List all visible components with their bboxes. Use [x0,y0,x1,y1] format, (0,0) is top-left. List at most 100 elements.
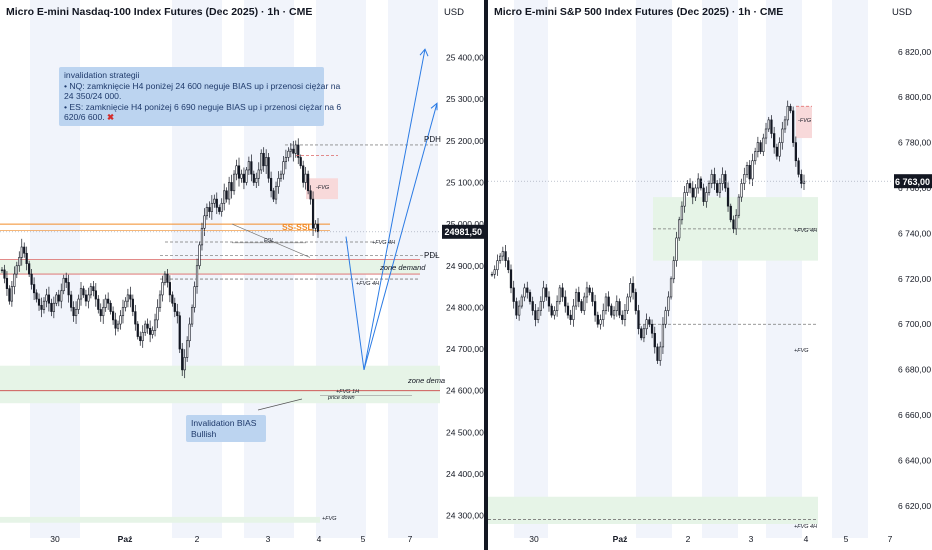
candle-body [566,305,570,316]
x-axis-tick: Paź [118,534,133,544]
candle-body [691,187,694,198]
candle-body [721,174,724,184]
pdh-label: PDH [424,135,441,144]
candle-body [47,294,51,304]
candle-body [732,219,735,230]
candle-body [751,160,754,180]
candle-body [309,190,312,200]
candle-body [561,287,564,298]
x-axis-tick: 2 [195,534,200,544]
candle-body [292,148,295,154]
candle-body [656,346,659,361]
zone-demand-label: zone demand [379,263,426,272]
y-axis-tick: 25 100,00 [446,177,484,187]
candle-body [245,169,248,183]
candle-body [20,246,23,258]
y-axis-tick: 24 900,00 [446,261,484,271]
y-axis-tick: 25 200,00 [446,136,484,146]
candle-body [60,290,63,302]
arrow-head [419,48,429,57]
candle-body [269,177,273,192]
y-axis-tick: 25 000,00 [446,219,484,229]
candle-body [515,301,518,316]
candle-body [218,207,221,212]
pane-divider[interactable] [484,0,488,550]
note-line-4: 620/6 600. [64,112,105,122]
candle-body [509,269,513,289]
candle-body [102,307,105,317]
candle-body [523,287,526,298]
candle-body [531,301,534,311]
invalidation-bias-note[interactable]: Invalidation BIAS Bullish [186,415,266,442]
candle-body [213,198,216,204]
candle-body [612,310,616,316]
candle-body [10,286,13,302]
x-axis-tick: 4 [804,534,809,544]
candle-body [304,173,307,183]
nq-chart-pane[interactable]: 25 400,00 25 300,00 25 200,00 25 100,00 25 0… [0,0,484,550]
candle-body [166,273,169,283]
candle-body [62,277,65,292]
candle-body [550,305,553,316]
candle-body [499,255,502,261]
candle-body [740,183,743,198]
candle-body [577,292,580,302]
candle-body [183,357,186,371]
es-chart-pane[interactable]: 6 820,006 800,006 780,006 760,006 740,00… [488,0,932,550]
projection-arrow [345,236,365,370]
candle-body [279,173,283,179]
candle-body [591,292,594,302]
candle-body [37,298,41,306]
candle-body [645,319,648,330]
candle-body [599,319,602,325]
candle-body [661,323,665,348]
candle-body [84,294,88,302]
es-chart-canvas[interactable]: 6 820,006 800,006 780,006 760,006 740,00… [488,0,932,550]
candle-body [754,151,757,162]
candle-body [496,260,499,271]
invalidation-strategy-note[interactable]: invalidation strategii • NQ: zamknięcie … [59,67,341,126]
candle-body [255,177,258,183]
candle-body [186,340,189,358]
candle-body [121,307,125,317]
candle-body [70,294,73,308]
zone-fvg-low [0,516,320,523]
y-axis-tick: 24 700,00 [446,344,484,354]
candle-body [507,260,510,271]
candle-body [631,283,635,293]
zone-dema [0,365,440,404]
y-axis-tick: 6 820,00 [898,47,931,57]
candle-body [710,174,713,184]
candle-body [797,160,800,175]
candle-body [621,314,624,320]
candle-body [767,119,770,130]
candle-body [0,269,4,272]
x-axis-tick: 30 [50,534,60,544]
candle-body [802,180,806,184]
candle-body [141,332,144,342]
candle-body [686,183,689,193]
x-axis-tick: 5 [844,534,849,544]
bias-note-line-1: Invalidation BIAS [191,418,257,428]
candle-body [40,305,43,310]
candle-body [181,348,184,371]
candle-body [114,319,117,329]
es-currency-label[interactable]: USD [891,7,912,18]
fvg4h-b-label: +FVG 4H [356,281,379,287]
x-axis-tick: 30 [529,534,539,544]
x-axis-tick: 5 [361,534,366,544]
candle-body [675,237,678,261]
candle-body [25,252,28,264]
candle-body [8,288,11,302]
candle-body [737,196,741,216]
candle-body [713,174,716,184]
nq-currency-label[interactable]: USD [443,7,464,18]
candle-body [77,298,80,310]
session-shade [766,0,802,538]
es-chart-title: Micro E-mini S&P 500 Index Futures (Dec … [494,6,784,18]
candle-body [770,119,773,134]
candle-body [580,301,583,311]
candle-body [316,223,320,233]
candle-body [667,296,670,311]
candle-body [136,323,139,337]
